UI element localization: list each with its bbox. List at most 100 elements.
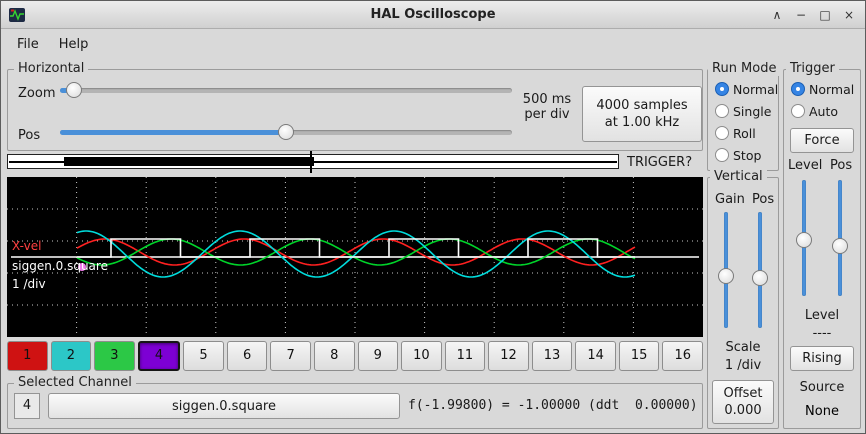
trigger-source-button[interactable]: None: [792, 400, 852, 422]
scope-display: X-vel siggen.0.square 1 /div: [7, 177, 703, 337]
force-button[interactable]: Force: [790, 128, 854, 153]
record-filled-bar: [64, 157, 314, 166]
trigger-pos-slider-track[interactable]: [838, 180, 842, 296]
radio-checked-icon[interactable]: [791, 82, 805, 96]
menu-help[interactable]: Help: [58, 36, 89, 52]
run-mode-option-label: Single: [733, 103, 772, 119]
offset-value: 0.000: [724, 403, 762, 418]
run-mode-option-stop[interactable]: Stop: [715, 144, 778, 166]
channel-button-1[interactable]: 1: [7, 341, 48, 371]
channel-button-16[interactable]: 16: [662, 341, 703, 371]
channel-button-7[interactable]: 7: [270, 341, 311, 371]
channel-button-13[interactable]: 13: [531, 341, 573, 371]
vertical-pos-label: Pos: [752, 192, 775, 207]
radio-unchecked-icon[interactable]: [715, 148, 729, 162]
channel-button-11[interactable]: 11: [444, 341, 486, 371]
pos-slider-fill: [60, 130, 286, 135]
run-mode-frame: Run Mode Normal Single Roll Stop: [707, 61, 781, 171]
scale-value: 1 /div: [724, 358, 762, 373]
selected-channel-readout: f(-1.99800) = -1.00000 (ddt 0.00000): [408, 398, 698, 413]
vertical-pos-slider-track[interactable]: [758, 212, 762, 328]
channel-button-2[interactable]: 2: [50, 341, 92, 371]
channel-button-14[interactable]: 14: [575, 341, 616, 371]
per-div-readout: 500 ms per div: [514, 92, 580, 122]
zoom-slider-handle[interactable]: [65, 82, 82, 98]
app-icon: [9, 8, 25, 22]
per-div-unit: per div: [524, 107, 570, 122]
maximize-button[interactable]: □: [819, 7, 831, 22]
pos-slider[interactable]: [60, 124, 512, 140]
horizontal-frame-label: Horizontal: [14, 61, 89, 76]
samples-rate: at 1.00 kHz: [604, 115, 680, 130]
offset-label: Offset: [723, 386, 763, 401]
window-title: HAL Oscilloscope: [370, 7, 496, 22]
channel-buttons: 1 2 3 4 5 6 7 8 9 10 11 12 13 14 15 16: [7, 341, 703, 371]
run-mode-option-label: Stop: [733, 147, 762, 163]
minimize-button[interactable]: −: [795, 7, 807, 22]
trigger-level-label: Level: [804, 308, 840, 323]
record-cursor[interactable]: [310, 151, 312, 173]
trigger-mode-option-label: Auto: [809, 103, 839, 119]
trigger-mode-option-normal[interactable]: Normal: [791, 78, 854, 100]
run-mode-option-normal[interactable]: Normal: [715, 78, 778, 100]
scale-label: Scale: [725, 340, 761, 355]
vertical-pos-slider[interactable]: [752, 212, 768, 328]
run-mode-option-label: Roll: [733, 125, 756, 141]
titlebar[interactable]: HAL Oscilloscope ∧ − □ ×: [1, 1, 865, 29]
trigger-level-value: ----: [812, 326, 832, 341]
radio-unchecked-icon[interactable]: [715, 104, 729, 118]
channel-button-10[interactable]: 10: [401, 341, 442, 371]
per-div-value: 500 ms: [522, 92, 572, 107]
gain-slider-handle[interactable]: [718, 267, 734, 284]
channel-button-12[interactable]: 12: [488, 341, 529, 371]
vertical-pos-slider-handle[interactable]: [752, 270, 768, 287]
close-button[interactable]: ×: [843, 7, 855, 22]
offset-button[interactable]: Offset 0.000: [712, 380, 774, 424]
channel-button-6[interactable]: 6: [226, 341, 268, 371]
trigger-level-slider-handle[interactable]: [796, 232, 812, 249]
selected-channel-frame: Selected Channel 4 siggen.0.square f(-1.…: [7, 375, 703, 429]
trigger-edge-button[interactable]: Rising: [790, 346, 854, 371]
channel-button-15[interactable]: 15: [618, 341, 660, 371]
menubar: File Help: [1, 29, 865, 59]
radio-unchecked-icon[interactable]: [715, 126, 729, 140]
record-preview: [7, 151, 619, 173]
menu-file[interactable]: File: [17, 36, 39, 52]
trigger-pos-slider-handle[interactable]: [832, 238, 848, 255]
gain-slider[interactable]: [718, 212, 734, 328]
run-mode-option-roll[interactable]: Roll: [715, 122, 778, 144]
pos-slider-handle[interactable]: [278, 124, 294, 140]
channel-button-8[interactable]: 8: [313, 341, 355, 371]
scope-label-scale: 1 /div: [12, 277, 46, 291]
run-mode-option-label: Normal: [733, 81, 779, 97]
samples-count: 4000 samples: [596, 98, 688, 113]
trigger-pos-slider-label: Pos: [830, 158, 853, 173]
channel-button-3[interactable]: 3: [94, 341, 135, 371]
trigger-mode-option-auto[interactable]: Auto: [791, 100, 854, 122]
trigger-status-label: TRIGGER?: [627, 155, 693, 170]
trigger-pos-slider[interactable]: [832, 180, 848, 296]
trigger-level-slider-label: Level: [788, 158, 823, 173]
channel-button-5[interactable]: 5: [183, 341, 224, 371]
channel-button-4[interactable]: 4: [137, 341, 181, 371]
zoom-slider[interactable]: [60, 82, 512, 98]
samples-button[interactable]: 4000 samples at 1.00 kHz: [582, 86, 702, 142]
shade-button[interactable]: ∧: [772, 7, 782, 22]
radio-checked-icon[interactable]: [715, 82, 729, 96]
channel-button-9[interactable]: 9: [357, 341, 399, 371]
trigger-frame-label: Trigger: [786, 61, 839, 76]
trigger-mode-options: Normal Auto: [791, 78, 854, 122]
vertical-frame: Vertical Gain Pos Scale 1 /div Offset 0.…: [707, 169, 779, 429]
horizontal-frame: Horizontal Zoom Pos 500 ms per div 4000 …: [7, 61, 703, 151]
zoom-label: Zoom: [18, 86, 56, 101]
radio-unchecked-icon[interactable]: [791, 104, 805, 118]
run-mode-option-single[interactable]: Single: [715, 100, 778, 122]
trigger-level-slider[interactable]: [796, 180, 812, 296]
gain-label: Gain: [715, 192, 745, 207]
trigger-mode-option-label: Normal: [809, 81, 855, 97]
selected-channel-name-button[interactable]: siggen.0.square: [48, 393, 400, 419]
zoom-slider-track[interactable]: [60, 88, 512, 93]
selected-channel-frame-label: Selected Channel: [14, 375, 136, 390]
selected-channel-number: 4: [14, 393, 40, 419]
